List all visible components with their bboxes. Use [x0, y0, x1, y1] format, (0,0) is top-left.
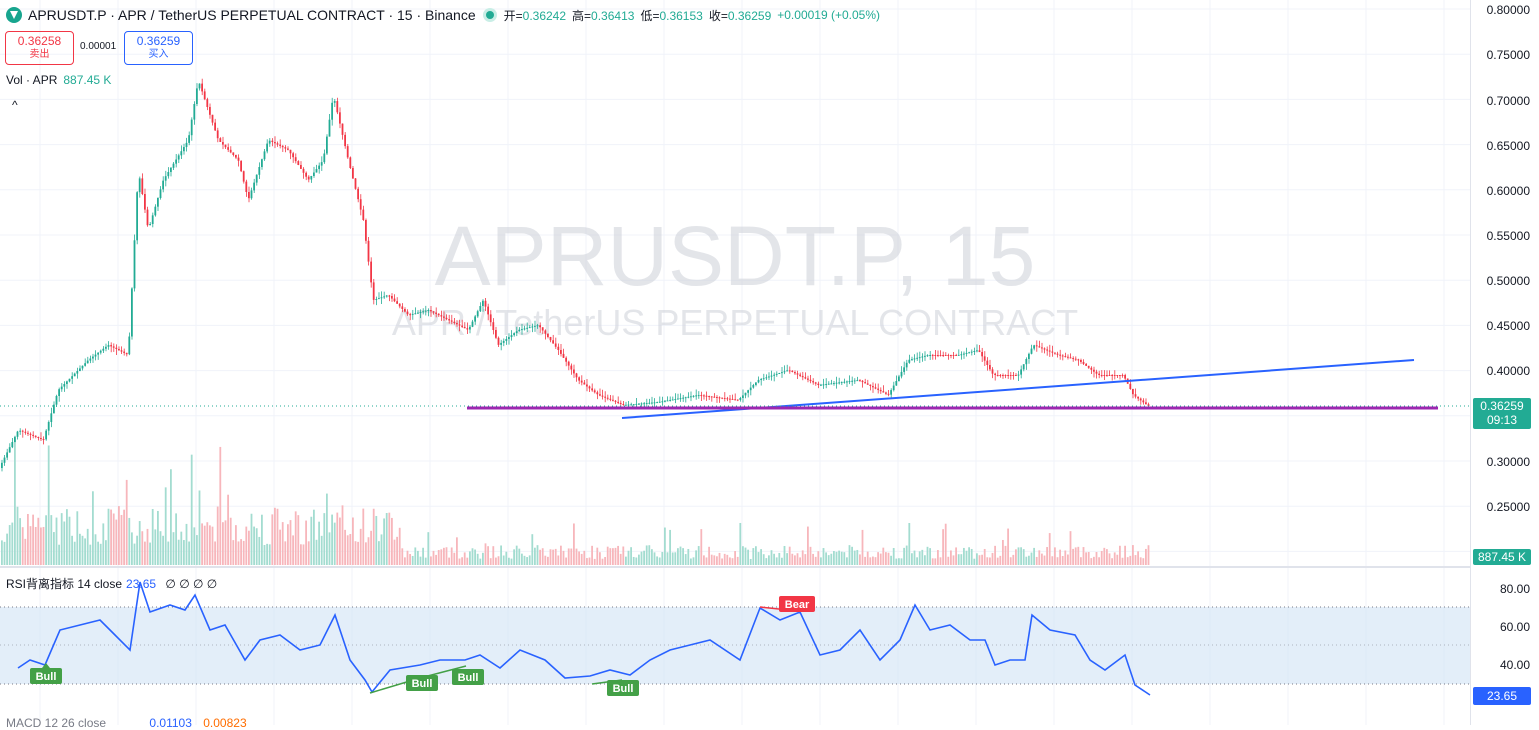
price-chart[interactable]: APRUSDT.P, 15 APR / TetherUS PERPETUAL C…: [0, 0, 1470, 725]
last-price-tag: 0.36259 09:13: [1473, 398, 1531, 429]
sell-button[interactable]: 0.36258 卖出: [5, 31, 74, 65]
close-key: 收=: [708, 8, 728, 23]
volume-label: Vol · APR: [6, 73, 58, 87]
bar-countdown: 09:13: [1486, 413, 1518, 427]
bull-label-1: Bull: [30, 663, 62, 684]
collapse-legend-icon[interactable]: ^: [12, 98, 18, 112]
volume-value: 887.45 K: [63, 73, 112, 87]
rsi-axis-label: 60.00: [1499, 620, 1530, 634]
bull-label-2: Bull: [406, 675, 438, 691]
sell-label: 卖出: [29, 49, 50, 60]
macd-legend[interactable]: MACD 12 26 close 0.01103 0.00823: [6, 716, 247, 730]
buy-price: 0.36259: [136, 34, 181, 48]
axis-label: 0.40000: [1486, 364, 1530, 378]
svg-text:Bull: Bull: [458, 672, 479, 684]
volume-bars: [1, 438, 1150, 565]
change-value: +0.00019 (+0.05%): [777, 8, 880, 22]
rsi-axis-label: 40.00: [1499, 658, 1530, 672]
spread-value: 0.00001: [80, 41, 117, 52]
last-price-value: 0.36259: [1480, 399, 1524, 413]
volume-tag: 887.45 K: [1473, 549, 1531, 565]
axis-label: 0.30000: [1486, 455, 1530, 469]
price-axis[interactable]: 0.80000 0.75000 0.70000 0.65000 0.60000 …: [1470, 0, 1539, 725]
symbol-title[interactable]: APRUSDT.P · APR / TetherUS PERPETUAL CON…: [28, 7, 476, 23]
chart-area[interactable]: APRUSDT.P, 15 APR / TetherUS PERPETUAL C…: [0, 0, 1470, 730]
rsi-axis-label: 80.00: [1499, 582, 1530, 596]
macd-value-1: 0.01103: [149, 716, 192, 730]
macd-value-2: 0.00823: [203, 716, 247, 730]
svg-text:Bull: Bull: [412, 678, 433, 690]
buy-label: 买入: [148, 49, 169, 60]
axis-label: 0.25000: [1486, 500, 1530, 514]
rsi-label: RSI背离指标 14 close: [6, 577, 123, 591]
rsi-value: 23.65: [126, 577, 157, 591]
low-value: 0.36153: [659, 8, 703, 23]
axis-label: 0.75000: [1486, 48, 1530, 62]
bull-label-3: Bull: [452, 669, 484, 685]
open-value: 0.36242: [522, 8, 567, 23]
buy-button[interactable]: 0.36259 买入: [124, 31, 193, 65]
high-key: 高=: [572, 8, 592, 23]
rsi-extra-values: ∅ ∅ ∅ ∅: [165, 577, 218, 591]
volume-legend[interactable]: Vol · APR 887.45 K: [6, 73, 111, 87]
axis-label: 0.55000: [1486, 229, 1530, 243]
watermark-description: APR / TetherUS PERPETUAL CONTRACT: [392, 302, 1078, 343]
high-value: 0.36413: [591, 8, 635, 23]
symbol-logo-icon: [6, 7, 22, 23]
rsi-legend[interactable]: RSI背离指标 14 close 23.65 ∅ ∅ ∅ ∅: [6, 575, 217, 592]
axis-label: 0.70000: [1486, 94, 1530, 108]
svg-text:Bull: Bull: [36, 671, 57, 683]
rsi-line: [17, 581, 1151, 696]
axis-label: 0.80000: [1486, 3, 1530, 17]
svg-text:Bull: Bull: [613, 683, 634, 695]
svg-text:Bear: Bear: [785, 599, 810, 611]
bull-label-4: Bull: [607, 680, 639, 696]
bear-label: Bear: [779, 596, 815, 612]
candles: [1, 78, 1150, 472]
watermark-symbol: APRUSDT.P, 15: [435, 209, 1036, 303]
axis-label: 0.50000: [1486, 274, 1530, 288]
rsi-tag: 23.65: [1473, 687, 1531, 705]
macd-label: MACD 12 26 close: [6, 716, 107, 730]
sell-price: 0.36258: [17, 34, 62, 48]
low-key: 低=: [640, 8, 660, 23]
symbol-header: APRUSDT.P · APR / TetherUS PERPETUAL CON…: [0, 0, 886, 30]
open-key: 开=: [503, 8, 523, 23]
close-value: 0.36259: [727, 8, 772, 23]
axis-label: 0.65000: [1486, 139, 1530, 153]
market-open-icon: [485, 11, 494, 19]
axis-label: 0.60000: [1486, 184, 1530, 198]
axis-label: 0.45000: [1486, 319, 1530, 333]
